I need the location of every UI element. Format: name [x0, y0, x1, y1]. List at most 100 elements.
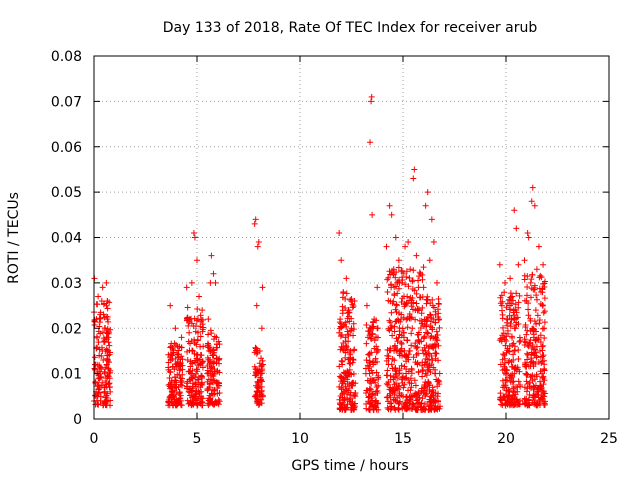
- data-point: [533, 296, 540, 303]
- data-point: [103, 361, 110, 368]
- data-point: [499, 311, 506, 318]
- data-point: [204, 378, 211, 385]
- data-point: [400, 393, 406, 400]
- data-point: [258, 325, 265, 332]
- data-point: [431, 341, 438, 348]
- data-point: [410, 175, 417, 182]
- data-point: [372, 355, 379, 362]
- data-point: [105, 366, 112, 373]
- data-point: [411, 166, 418, 173]
- data-point: [365, 351, 372, 358]
- data-point: [363, 322, 370, 329]
- data-point: [508, 315, 515, 322]
- y-tick-label: 0.07: [51, 94, 82, 110]
- data-point: [344, 370, 351, 377]
- data-point: [527, 337, 534, 344]
- data-point: [421, 334, 428, 341]
- data-point: [403, 268, 410, 275]
- data-point: [338, 257, 345, 264]
- data-point: [522, 338, 529, 345]
- data-point: [365, 398, 372, 405]
- data-point: [534, 388, 541, 395]
- data-point: [540, 280, 547, 287]
- data-point: [192, 390, 199, 397]
- data-point: [402, 243, 409, 250]
- data-point: [423, 372, 430, 379]
- data-point: [165, 366, 172, 373]
- data-point: [398, 279, 405, 286]
- data-point: [420, 366, 427, 373]
- data-point: [174, 343, 181, 350]
- data-point: [414, 361, 421, 368]
- data-point: [409, 277, 416, 284]
- data-point: [507, 397, 514, 404]
- data-point: [341, 321, 348, 328]
- data-point: [435, 301, 442, 308]
- data-point: [398, 340, 405, 347]
- data-point: [515, 378, 522, 385]
- data-point: [429, 384, 436, 391]
- data-point: [391, 343, 398, 350]
- data-point: [213, 344, 220, 351]
- data-point: [425, 362, 432, 369]
- data-point: [363, 387, 370, 394]
- data-point: [428, 406, 435, 413]
- data-point: [189, 360, 196, 367]
- data-point: [371, 337, 378, 344]
- data-point: [368, 93, 375, 100]
- data-point: [528, 285, 535, 292]
- data-point: [508, 375, 515, 382]
- data-point: [209, 377, 216, 384]
- y-axis-label: ROTI / TECUs: [6, 192, 22, 284]
- data-point: [200, 324, 207, 331]
- data-point: [541, 334, 548, 341]
- data-point: [256, 391, 263, 398]
- data-point: [94, 393, 101, 400]
- data-point: [95, 328, 102, 335]
- data-point: [257, 374, 264, 381]
- data-point: [393, 318, 400, 325]
- data-point: [424, 367, 431, 374]
- data-point: [524, 327, 531, 334]
- data-point: [384, 367, 391, 374]
- data-point: [106, 351, 113, 358]
- data-point: [512, 325, 519, 332]
- data-point: [190, 229, 197, 236]
- data-point: [253, 398, 260, 405]
- data-point: [369, 323, 376, 330]
- data-point: [535, 358, 542, 365]
- data-point: [400, 384, 407, 391]
- data-point: [403, 352, 410, 359]
- data-point: [434, 383, 441, 390]
- data-point: [179, 371, 186, 378]
- data-point: [251, 349, 258, 356]
- data-point: [408, 303, 415, 310]
- data-point: [347, 347, 354, 354]
- data-point: [166, 374, 173, 381]
- data-point: [419, 367, 426, 374]
- data-point: [171, 366, 178, 373]
- data-point: [522, 361, 529, 368]
- data-point: [172, 402, 179, 409]
- data-point: [413, 252, 420, 259]
- data-point: [515, 304, 522, 311]
- data-point: [346, 366, 353, 373]
- data-point: [363, 302, 370, 309]
- data-point: [406, 394, 413, 401]
- data-point: [510, 309, 517, 316]
- data-point: [504, 401, 511, 408]
- data-point: [197, 312, 204, 319]
- data-point: [256, 360, 263, 367]
- data-point: [96, 384, 103, 391]
- data-point: [258, 355, 265, 362]
- data-point: [104, 305, 111, 312]
- data-point: [399, 379, 406, 386]
- data-point: [194, 366, 201, 373]
- data-point: [508, 300, 515, 307]
- data-point: [431, 370, 438, 377]
- data-point: [515, 320, 522, 327]
- data-point: [336, 229, 343, 236]
- data-point: [430, 239, 437, 246]
- data-point: [102, 347, 109, 354]
- data-point: [339, 303, 346, 310]
